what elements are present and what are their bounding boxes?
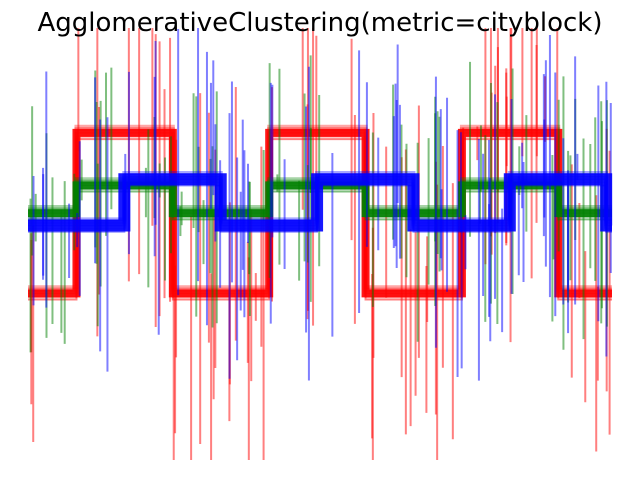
series-2 (28, 28, 613, 381)
chart-title: AgglomerativeClustering(metric=cityblock… (37, 8, 603, 38)
series-line (28, 171, 612, 222)
series-main-line (28, 173, 613, 232)
